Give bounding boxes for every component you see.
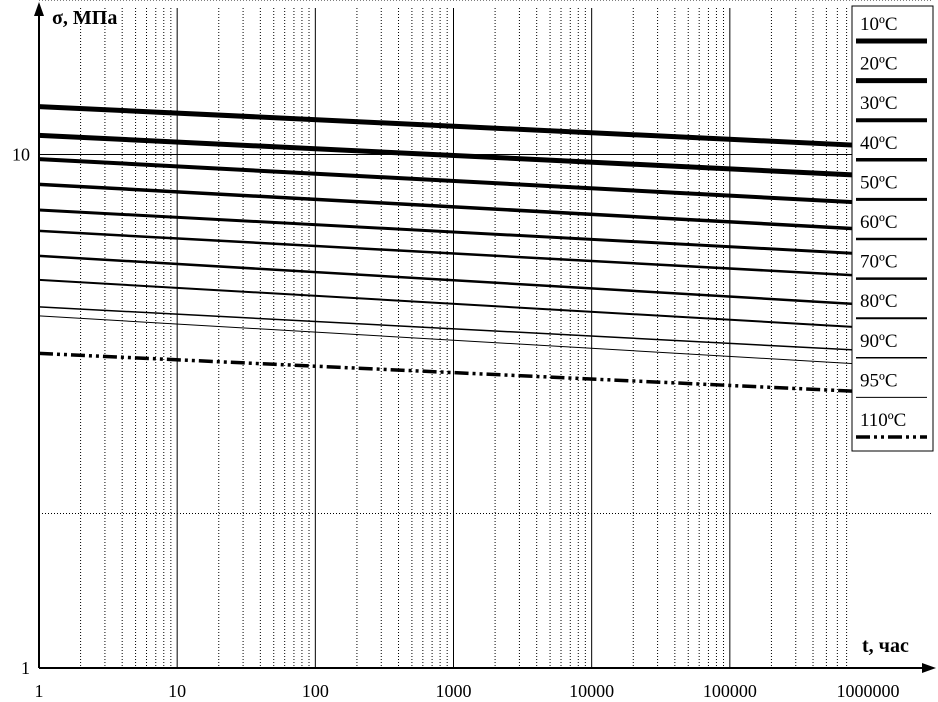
legend-label: 10ºC: [860, 14, 898, 35]
tick-labels: 1 10 100 1000 10000 100000 1000000 1 10: [12, 145, 900, 701]
y-axis-arrow-icon: [34, 2, 44, 16]
y-tick-label: 10: [12, 145, 30, 165]
series-line-8: [38, 278, 869, 329]
series-line-3: [38, 157, 869, 205]
series-line-10: [38, 315, 869, 366]
legend-label: 90ºC: [860, 331, 898, 352]
series-line-6: [38, 229, 869, 278]
x-tick-label: 10000: [569, 681, 614, 701]
legend-label: 30ºC: [860, 93, 898, 114]
series-line-2: [38, 132, 869, 179]
x-tick-label: 100000: [703, 681, 757, 701]
y-tick-label: 1: [21, 658, 30, 678]
x-axis-label: t, час: [862, 635, 909, 657]
legend-label: 70ºC: [860, 252, 898, 273]
series-line-11: [38, 351, 869, 394]
legend-label: 80ºC: [860, 291, 898, 312]
grid: [39, 0, 932, 668]
series-line-9: [38, 306, 869, 352]
legend-label: 110ºC: [860, 410, 906, 431]
series-lines: [38, 104, 869, 394]
series-line-5: [38, 208, 869, 256]
y-axis-label: σ, МПа: [52, 7, 117, 29]
series-line-7: [38, 254, 869, 306]
x-tick-label: 10: [168, 681, 186, 701]
legend-label: 50ºC: [860, 172, 898, 193]
legend-label: 40ºC: [860, 133, 898, 154]
x-tick-label: 1000: [436, 681, 472, 701]
axes: σ, МПа t, час: [34, 2, 936, 673]
legend-label: 20ºC: [860, 54, 898, 75]
legend-label: 95ºC: [860, 370, 898, 391]
series-line-1: [38, 104, 869, 149]
series-line-4: [38, 182, 869, 232]
x-axis-arrow-icon: [922, 663, 936, 673]
x-tick-label: 1: [35, 681, 44, 701]
x-tick-label: 1000000: [837, 681, 900, 701]
legend: 10ºC 20ºC 30ºC 40ºC 50ºC 60ºC 70ºC 80ºC 90ºC 95ºC…: [851, 5, 934, 452]
legend-label: 60ºC: [860, 212, 898, 233]
x-tick-label: 100: [302, 681, 329, 701]
